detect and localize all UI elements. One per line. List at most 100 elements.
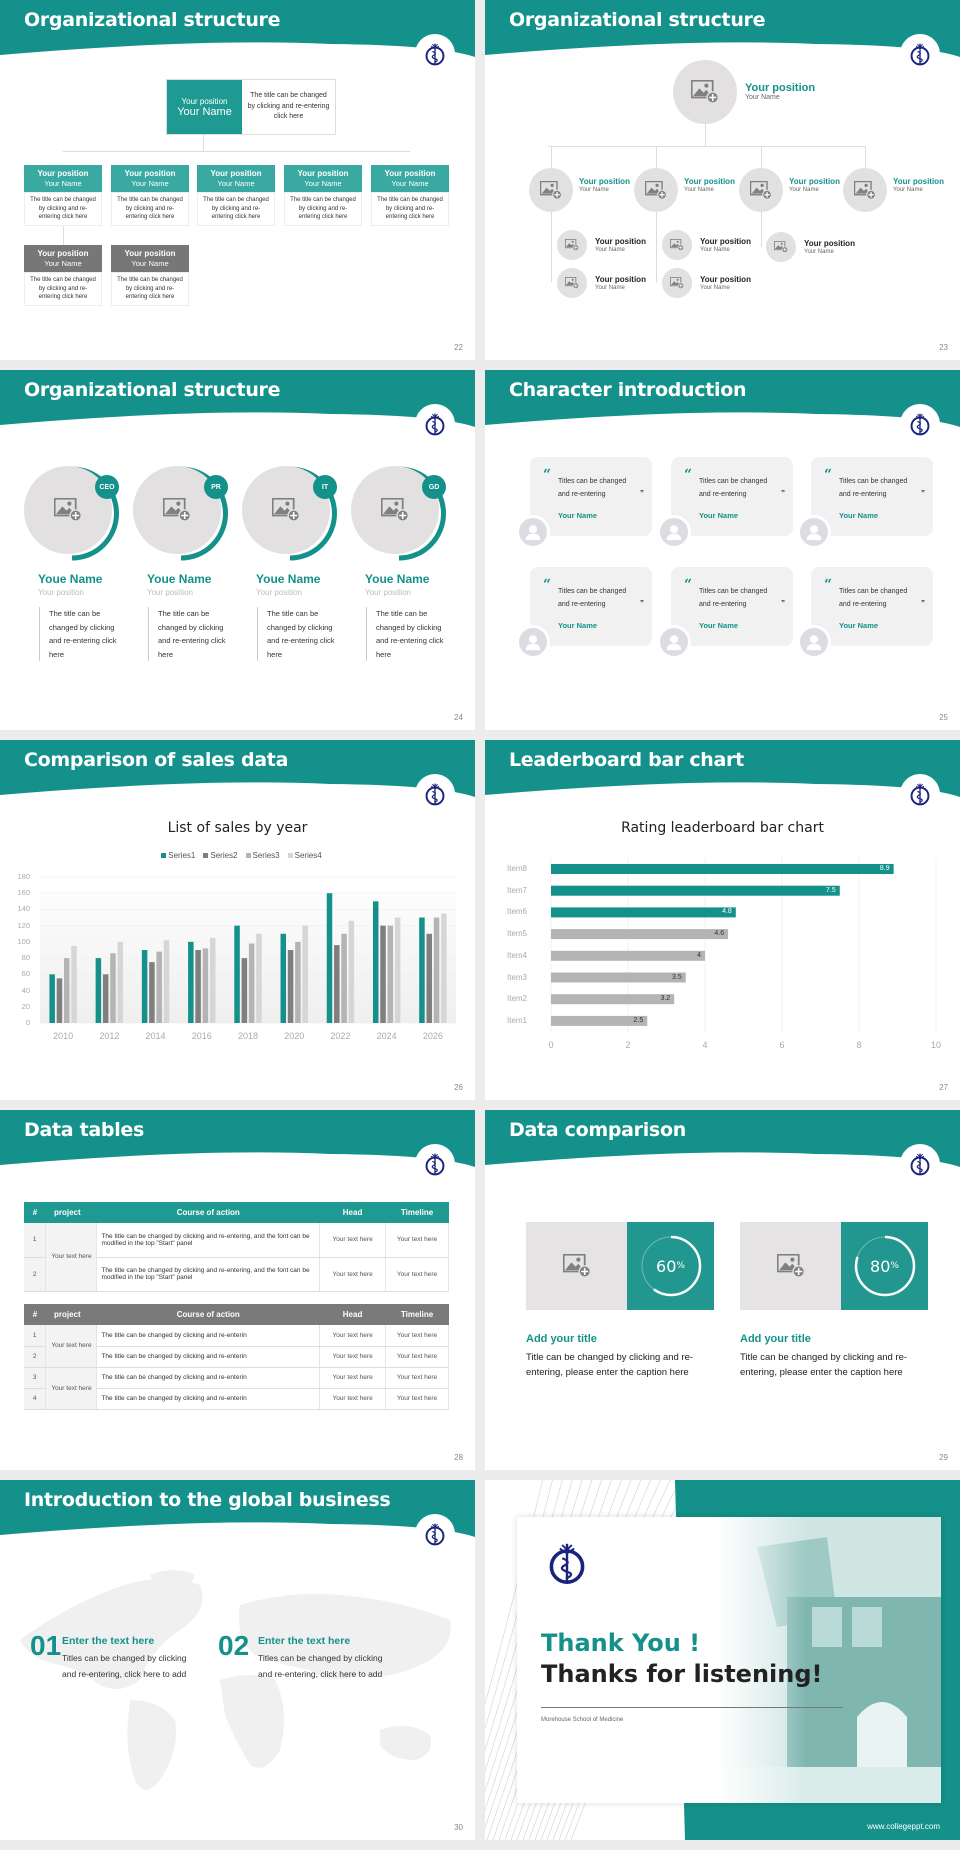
x-axis-tick: 2 <box>625 1040 631 1050</box>
testimonial-name: Your Name <box>699 621 739 630</box>
y-axis-category: Item7 <box>507 885 528 895</box>
org-card: Your position Your Name The title can be c… <box>197 165 275 226</box>
photo-placeholder-icon[interactable] <box>557 268 587 298</box>
row-number: 1 <box>24 1223 47 1258</box>
profile-description: The title can be changed by clicking and… <box>39 607 129 661</box>
photo-placeholder-icon[interactable] <box>557 230 587 260</box>
bar-value-label: 4 <box>697 951 701 959</box>
slide-25[interactable]: Character introduction “ Titles can be cha… <box>485 370 960 730</box>
page-number: 22 <box>454 343 463 352</box>
slide-header <box>0 1110 475 1170</box>
testimonial-card: “ Titles can be changed and re-entering ” Y… <box>671 567 793 646</box>
name-label: Your Name <box>177 105 232 118</box>
user-avatar-icon <box>797 515 831 549</box>
open-quote-icon: “ <box>543 577 552 593</box>
photo-placeholder-icon[interactable] <box>766 232 796 262</box>
testimonial-name: Your Name <box>558 511 598 520</box>
close-quote-icon: ” <box>921 599 925 608</box>
data-table: # project Course of action Head Timeline 1 You… <box>24 1202 449 1292</box>
testimonial-card: “ Titles can be changed and re-entering ” Y… <box>530 457 652 536</box>
photo-placeholder-icon[interactable] <box>634 168 678 212</box>
slide-29[interactable]: Data comparison 60% Add your title Title ca… <box>485 1110 960 1470</box>
action-cell: The title can be changed by clicking and… <box>96 1325 321 1347</box>
percent-unit: % <box>890 1261 899 1271</box>
name-label: Your Name <box>131 178 169 188</box>
photo-placeholder-icon[interactable] <box>662 268 692 298</box>
website-link[interactable]: www.collegeppt.com <box>867 1822 940 1831</box>
column-header: Timeline <box>400 1310 434 1319</box>
timeline-cell: Your text here <box>385 1346 449 1368</box>
slide-27[interactable]: Leaderboard bar chart Rating leaderboard … <box>485 740 960 1100</box>
name-label: Your Name <box>789 186 819 193</box>
x-axis-tick: 2018 <box>237 1031 258 1041</box>
project-group-cell: Your text here <box>45 1223 98 1292</box>
name-label: Your Name <box>684 186 714 193</box>
percent-value: 60 <box>656 1256 677 1276</box>
section-title: Enter the text here <box>62 1635 155 1647</box>
slide-24[interactable]: Organizational structure CEO Youe Name Your… <box>0 370 475 730</box>
slide-31[interactable]: Thank You ! Thanks for listening! Morehous… <box>485 1480 960 1840</box>
profile-description: The title can be changed by clicking and… <box>148 607 238 661</box>
photo-placeholder-icon[interactable] <box>673 60 737 124</box>
slide-26[interactable]: Comparison of sales data List of sales by… <box>0 740 475 1100</box>
x-axis-tick: 6 <box>779 1040 785 1050</box>
x-axis-tick: 8 <box>856 1040 862 1050</box>
column-header: project <box>53 1310 81 1319</box>
row-number: 1 <box>24 1325 47 1347</box>
percent-ring: 80% <box>841 1222 928 1310</box>
slide-28[interactable]: Data tables # project Course of action Head T… <box>0 1110 475 1470</box>
y-axis-tick: 100 <box>17 936 30 946</box>
school-logo-icon <box>415 34 455 74</box>
y-axis-tick: 40 <box>21 985 30 995</box>
school-logo-icon <box>415 774 455 814</box>
profile-name: Youe Name <box>147 572 212 586</box>
name-label: Your Name <box>595 284 625 291</box>
legend-swatch <box>245 853 251 858</box>
y-axis-tick: 20 <box>21 1001 30 1011</box>
photo-placeholder-icon[interactable] <box>843 168 887 212</box>
x-axis-tick: 4 <box>702 1040 708 1050</box>
slide-30[interactable]: Introduction to the global business 01 Ent… <box>0 1480 475 1840</box>
slide-23[interactable]: Organizational structure Your position You… <box>485 0 960 360</box>
position-label: Your position <box>893 177 944 186</box>
slide-title: Organizational structure <box>24 9 281 31</box>
testimonial-card: “ Titles can be changed and re-entering ” Y… <box>671 457 793 536</box>
slide-title: Data comparison <box>509 1119 686 1141</box>
campus-building-photo <box>717 1517 941 1803</box>
name-label: Your Name <box>700 284 730 291</box>
column-header: Course of action <box>176 1310 240 1319</box>
thank-you-heading: Thank You ! <box>541 1629 701 1657</box>
testimonial-text: Titles can be changed and re-entering <box>558 478 627 498</box>
org-card: Your position Your Name The title can be c… <box>24 245 102 306</box>
slide-title: Introduction to the global business <box>24 1489 391 1511</box>
comparison-title: Add your title <box>740 1333 811 1345</box>
close-quote-icon: ” <box>640 489 644 498</box>
testimonial-text: Titles can be changed and re-entering <box>699 478 768 498</box>
project-group-cell: Your text here <box>45 1367 98 1410</box>
close-quote-icon: ” <box>781 489 785 498</box>
section-text: Titles can be changed by clicking and re… <box>62 1653 187 1680</box>
slide-header <box>0 740 475 800</box>
photo-placeholder-icon[interactable] <box>662 230 692 260</box>
image-placeholder-icon[interactable] <box>740 1222 841 1310</box>
position-label: Your position <box>579 177 630 186</box>
photo-placeholder-icon[interactable] <box>529 168 573 212</box>
percent-ring: 60% <box>627 1222 714 1310</box>
section-title: Enter the text here <box>258 1635 351 1647</box>
image-placeholder-icon[interactable] <box>526 1222 627 1310</box>
role-badge: PR <box>204 475 228 499</box>
position-label: Your position <box>124 169 176 178</box>
row-number: 4 <box>24 1388 47 1410</box>
slide-header <box>485 740 960 800</box>
bar-value-label: 8.9 <box>879 865 890 872</box>
testimonial-name: Your Name <box>839 621 879 630</box>
name-label: Your Name <box>804 248 834 255</box>
position-label: Your position <box>804 239 855 248</box>
profile-description: The title can be changed by clicking and… <box>257 607 347 661</box>
slide-title: Organizational structure <box>509 9 766 31</box>
photo-placeholder-icon[interactable] <box>739 168 783 212</box>
row-number: 2 <box>24 1346 47 1368</box>
description-text: The title can be changed by clicking and… <box>24 272 102 306</box>
slide-header <box>0 0 475 60</box>
slide-22[interactable]: Organizational structure Your position You… <box>0 0 475 360</box>
